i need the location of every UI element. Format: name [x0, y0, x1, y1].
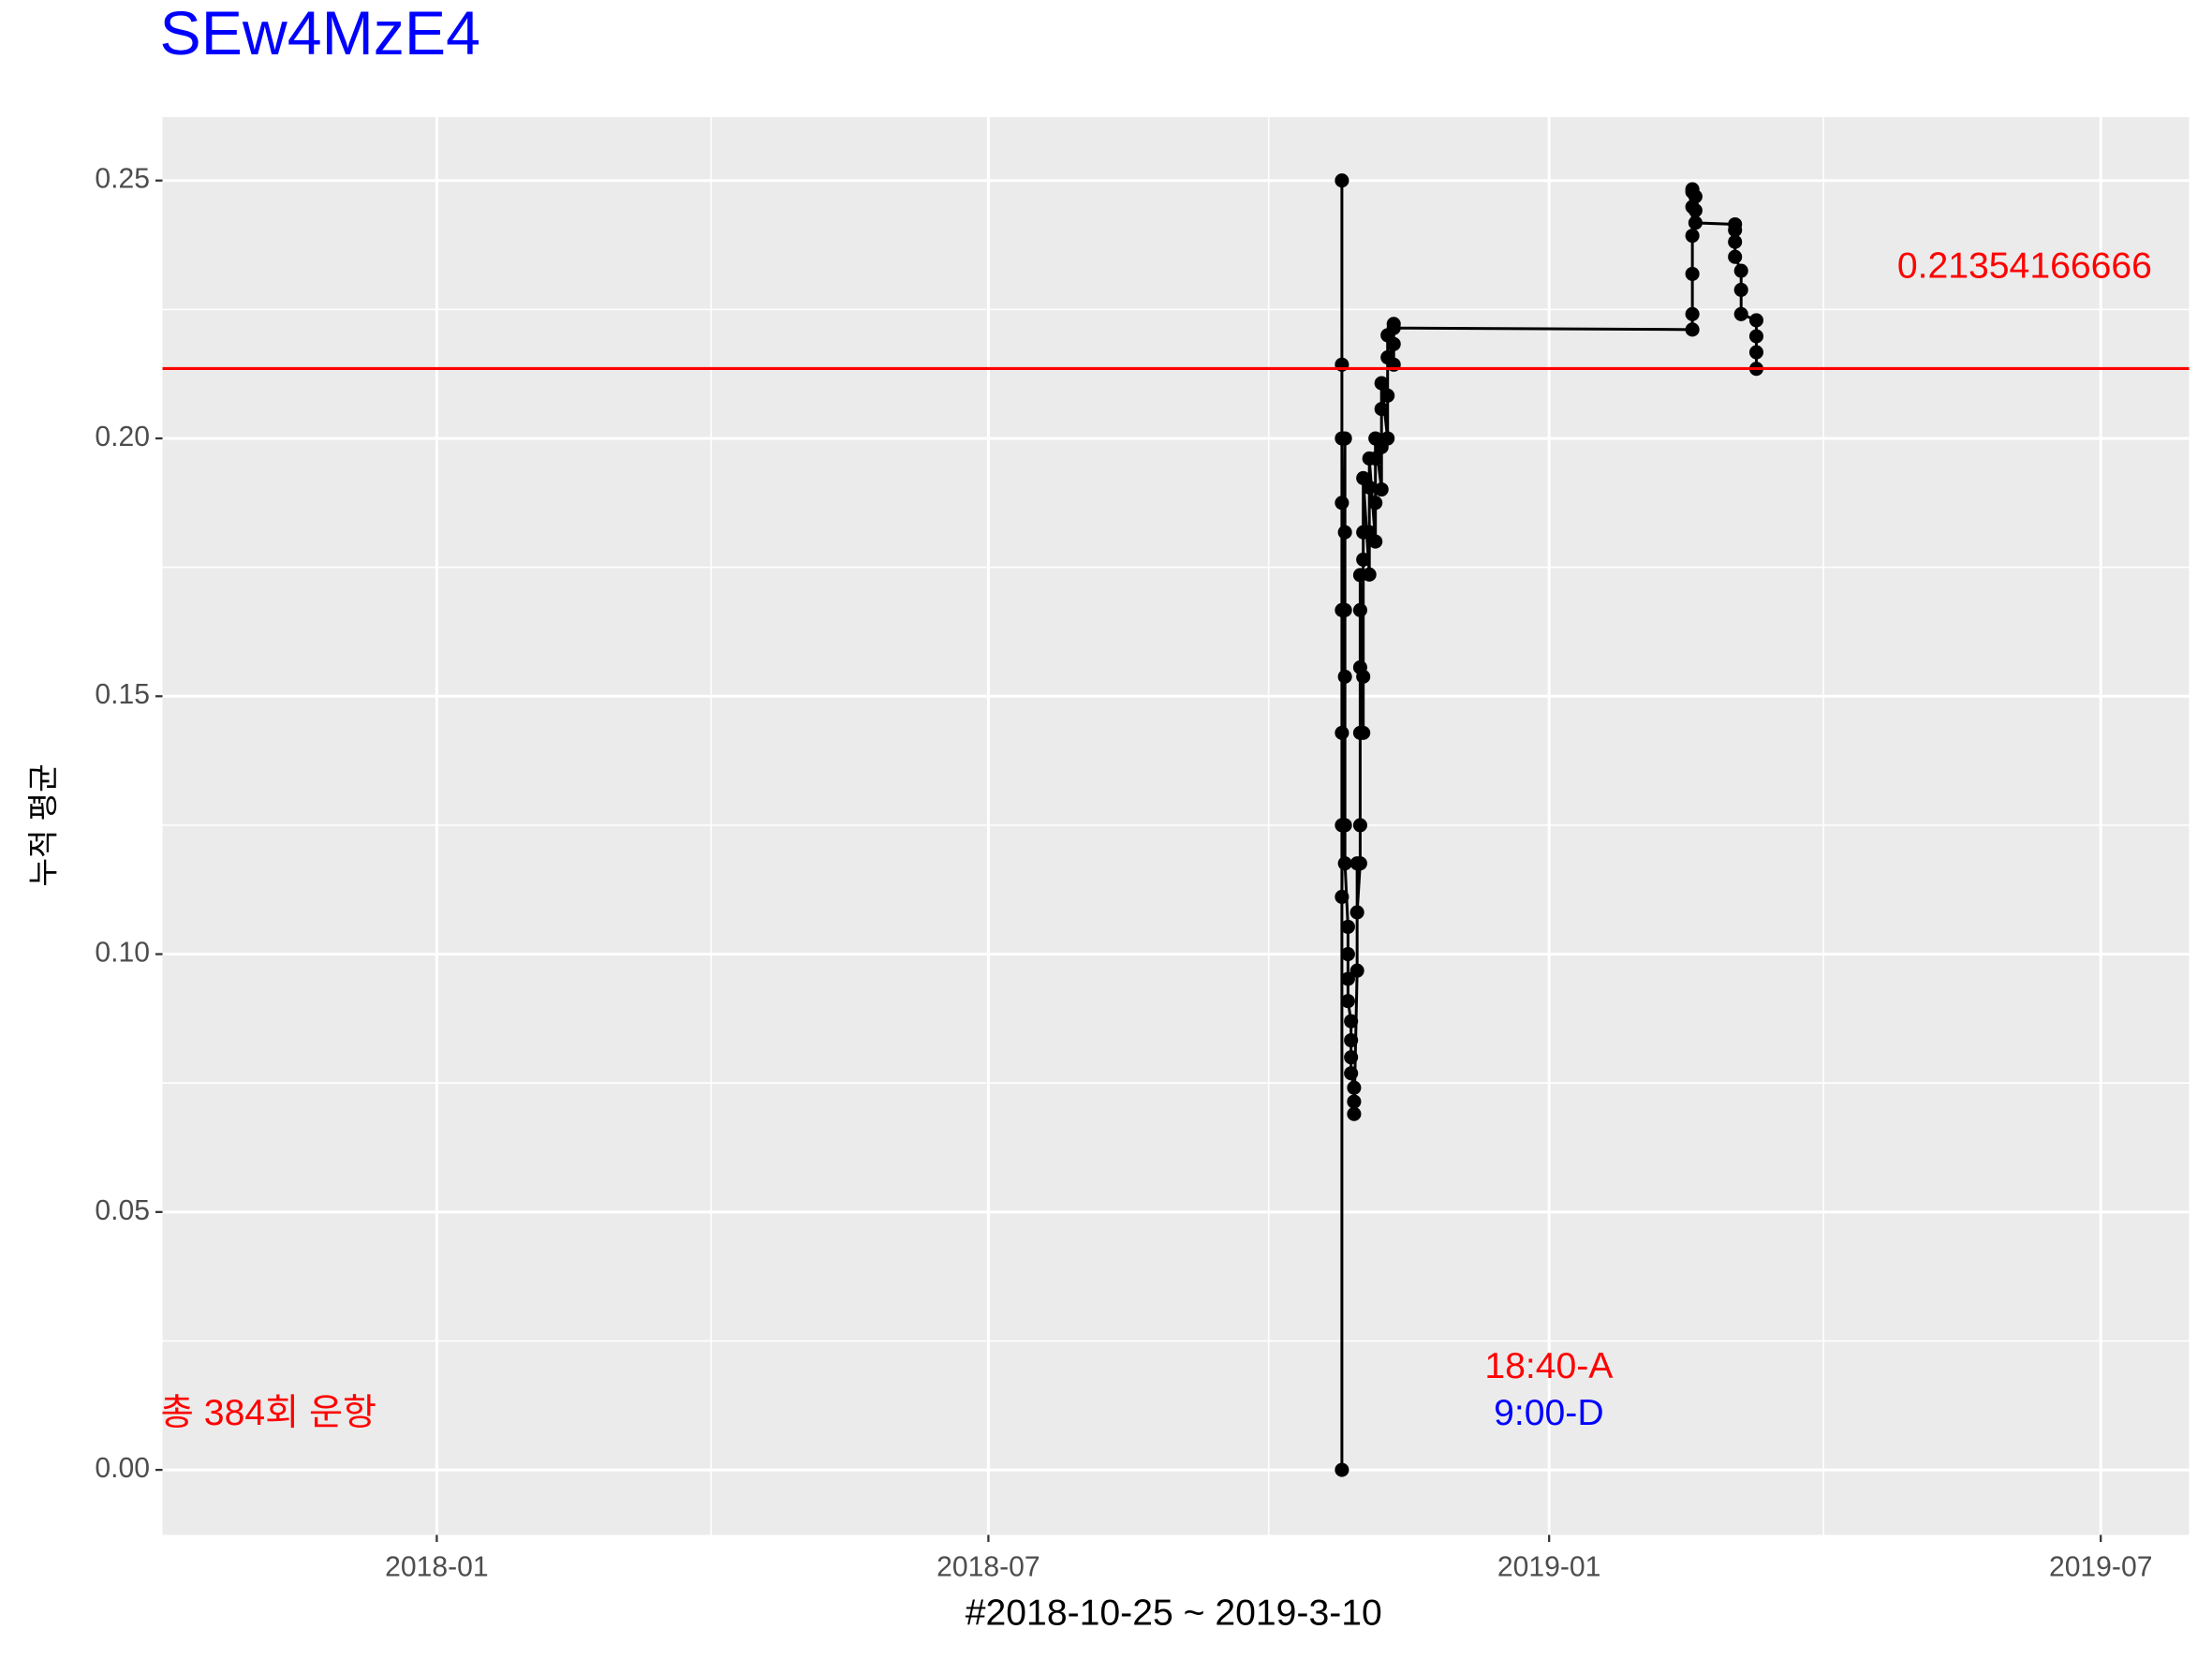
annotation: 9:00-D [1494, 1393, 1603, 1433]
data-point [1374, 402, 1389, 417]
data-point [1337, 525, 1352, 540]
data-point [1733, 263, 1748, 278]
data-point [1335, 889, 1349, 904]
data-point [1347, 1106, 1362, 1121]
data-point [1688, 203, 1703, 218]
data-point [1352, 602, 1367, 617]
data-point [1733, 306, 1748, 321]
data-point [1344, 1066, 1359, 1081]
y-tick-label: 0.05 [95, 1195, 150, 1226]
data-point [1688, 215, 1703, 230]
data-point [1349, 905, 1364, 920]
data-point [1386, 320, 1401, 335]
data-point [1685, 322, 1700, 337]
data-point [1733, 282, 1748, 297]
data-point [1374, 376, 1389, 391]
data-point [1349, 963, 1364, 978]
annotation: 18:40-A [1484, 1346, 1614, 1386]
y-tick-label: 0.15 [95, 679, 150, 710]
data-point [1337, 818, 1352, 833]
x-tick-label: 2018-01 [385, 1552, 488, 1583]
data-point [1337, 669, 1352, 684]
data-point [1352, 856, 1367, 871]
x-tick-label: 2019-01 [1497, 1552, 1601, 1583]
data-point [1344, 1032, 1359, 1048]
data-point [1362, 567, 1377, 582]
data-point [1380, 431, 1395, 446]
data-point [1335, 725, 1349, 740]
y-tick-label: 0.20 [95, 422, 150, 452]
data-point [1335, 496, 1349, 511]
data-point [1386, 336, 1401, 351]
data-point [1337, 856, 1352, 871]
data-point [1335, 1462, 1349, 1477]
data-point [1344, 1014, 1359, 1029]
y-tick-label: 0.25 [95, 164, 150, 195]
data-point [1748, 329, 1764, 344]
data-point [1340, 994, 1355, 1009]
data-point [1347, 1080, 1362, 1095]
data-point [1356, 725, 1371, 740]
x-tick-label: 2019-07 [2049, 1552, 2153, 1583]
chart-title: SEw4MzE4 [160, 0, 480, 68]
data-point [1685, 229, 1700, 244]
data-point [1728, 223, 1743, 238]
data-point [1362, 480, 1377, 495]
mean-label: 0.21354166666 [1897, 245, 2152, 286]
x-axis-label: #2018-10-25 ~ 2019-3-10 [966, 1593, 1382, 1634]
data-point [1340, 971, 1355, 986]
data-point [1380, 388, 1395, 403]
data-point [1340, 947, 1355, 962]
y-tick-label: 0.10 [95, 938, 150, 969]
data-point [1685, 306, 1700, 321]
data-point [1340, 919, 1355, 934]
data-point [1688, 189, 1703, 204]
annotation: 총 384회 운항 [160, 1393, 376, 1433]
data-point [1368, 496, 1383, 511]
data-point [1748, 313, 1764, 328]
data-point [1728, 234, 1743, 249]
x-tick-label: 2018-07 [936, 1552, 1040, 1583]
data-point [1728, 249, 1743, 264]
data-point [1356, 552, 1371, 567]
data-point [1685, 266, 1700, 281]
y-axis-label: 누적 평균 [26, 763, 61, 886]
data-point [1374, 481, 1389, 497]
data-point [1335, 173, 1349, 188]
data-point [1368, 451, 1383, 466]
labels: 0.00 0.05 0.10 0.15 0.20 0.25 2018-01 2018-07 20… [95, 164, 2152, 1583]
y-tick-label: 0.00 [95, 1453, 150, 1484]
data-point [1748, 345, 1764, 360]
data-point [1337, 431, 1352, 446]
data-point [1347, 1094, 1362, 1109]
data-point [1356, 669, 1371, 684]
data-point [1337, 602, 1352, 617]
marks [162, 173, 2190, 1477]
data-point [1368, 534, 1383, 549]
grid [155, 116, 2190, 1535]
panel-background [162, 116, 2190, 1535]
data-point [1352, 818, 1367, 833]
data-point [1344, 1050, 1359, 1065]
